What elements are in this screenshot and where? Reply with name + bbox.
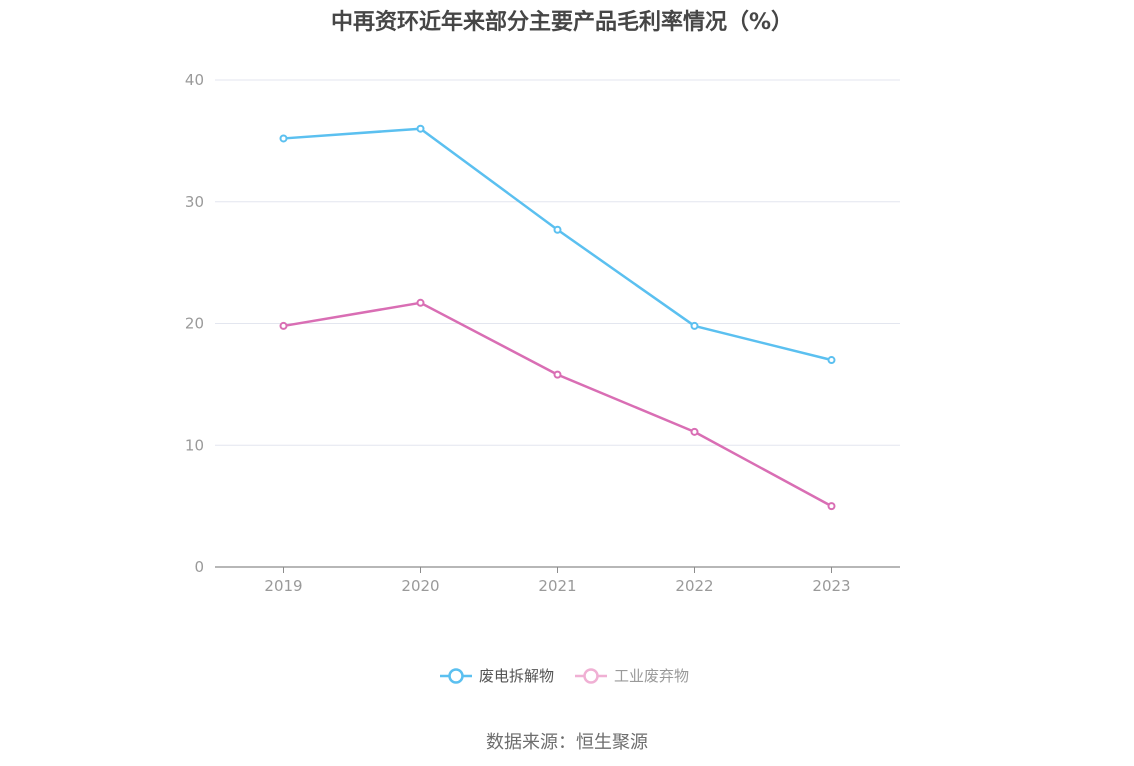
y-tick-label: 40	[185, 71, 204, 89]
legend-item-1[interactable]: 工业废弃物	[575, 667, 689, 685]
x-tick-label: 2022	[675, 577, 713, 595]
y-tick-label: 20	[185, 315, 204, 333]
x-tick-label: 2021	[538, 577, 576, 595]
legend-label: 工业废弃物	[614, 667, 689, 685]
source-note: 数据来源：恒生聚源	[486, 732, 648, 753]
legend-label: 废电拆解物	[479, 667, 554, 685]
data-point	[416, 124, 425, 133]
legend-marker-icon	[448, 668, 464, 684]
y-tick-label: 10	[185, 436, 204, 454]
x-tick-label: 2020	[401, 577, 439, 595]
series-line-0	[283, 127, 832, 362]
legend-item-0[interactable]: 废电拆解物	[440, 667, 554, 685]
y-tick-label: 0	[194, 558, 204, 576]
data-point	[279, 134, 288, 143]
series-line-1	[283, 301, 833, 508]
data-point	[827, 356, 836, 365]
data-point	[553, 370, 562, 379]
y-tick-label: 30	[185, 193, 204, 211]
data-point	[553, 225, 562, 234]
series-lines	[279, 124, 836, 511]
axes: 0 10 20 30 40 2019 2020 2021 2022 2023	[185, 71, 900, 595]
x-tick-label: 2019	[264, 577, 302, 595]
x-tick-label: 2023	[812, 577, 850, 595]
legend-marker-icon	[583, 668, 599, 684]
data-point	[690, 321, 699, 330]
grid-lines	[215, 79, 900, 446]
data-point	[827, 502, 836, 511]
legend[interactable]: 废电拆解物 工业废弃物	[440, 667, 689, 685]
data-point	[690, 427, 699, 436]
data-point	[279, 321, 288, 330]
chart-title: 中再资环近年来部分主要产品毛利率情况（%）	[330, 10, 794, 35]
data-point	[416, 298, 425, 307]
